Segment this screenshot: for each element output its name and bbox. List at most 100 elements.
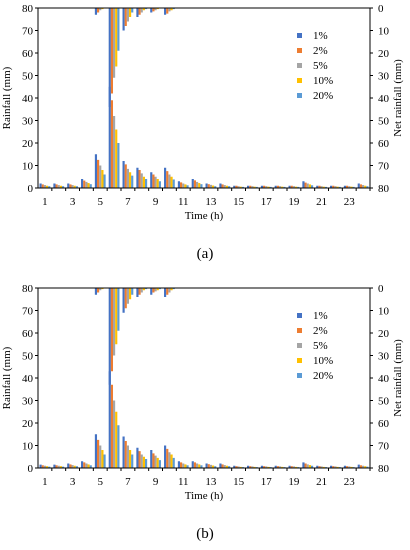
rainfall-bar <box>53 464 56 469</box>
rainfall-bar <box>124 441 127 468</box>
x-tick-label: 11 <box>178 476 189 488</box>
y-right-tick-label: 10 <box>378 306 390 318</box>
rainfall-bar <box>263 466 266 468</box>
rainfall-bar <box>214 466 217 468</box>
rainfall-bar <box>334 466 337 468</box>
net-rainfall-bar <box>144 8 148 10</box>
rainfall-bar <box>180 182 183 189</box>
rainfall-bar <box>85 463 88 468</box>
rainfall-bar <box>41 465 44 468</box>
net-rainfall-bar <box>124 288 127 309</box>
net-rainfall-bar <box>115 8 118 67</box>
rainfall-bar <box>150 172 153 188</box>
y-tick-label: 60 <box>22 328 34 340</box>
rainfall-bar <box>359 184 363 188</box>
rainfall-bar <box>343 185 347 188</box>
rainfall-bar <box>239 186 242 188</box>
rainfall-bar <box>260 185 264 188</box>
y-right-tick-label: 20 <box>378 328 390 340</box>
rainfall-bar <box>57 465 60 468</box>
rainfall-bar <box>364 185 367 188</box>
rainfall-bar <box>46 185 49 188</box>
net-rainfall-bar <box>142 288 145 291</box>
net-rainfall-bar <box>131 288 134 295</box>
net-rainfall-bar <box>117 8 120 51</box>
panel-label: (a) <box>197 246 214 262</box>
net-rainfall-bar <box>156 288 159 291</box>
y-right-tick-label: 20 <box>378 48 390 60</box>
rainfall-bar <box>61 466 65 468</box>
rainfall-bar <box>334 186 337 188</box>
rainfall-bar <box>225 185 228 188</box>
rainfall-bar <box>164 167 167 188</box>
rainfall-bar <box>152 453 155 469</box>
net-rainfall-bar <box>122 8 125 31</box>
rainfall-bar <box>288 465 291 468</box>
rainfall-bar <box>191 179 194 188</box>
rainfall-bar <box>253 186 256 188</box>
rainfall-bar <box>338 186 341 189</box>
rainfall-bar <box>156 457 159 469</box>
rainfall-bar <box>184 184 187 188</box>
rainfall-bar <box>308 184 311 188</box>
rainfall-bar <box>170 454 173 468</box>
rainfall-bar <box>83 180 86 188</box>
net-rainfall-bar <box>140 8 143 13</box>
x-tick-label: 5 <box>98 476 104 488</box>
rainfall-bar <box>103 454 106 468</box>
rainfall-bar <box>302 462 305 469</box>
net-rainfall-bar <box>122 288 125 313</box>
rainfall-bar <box>97 159 100 189</box>
rainfall-bar <box>212 465 215 468</box>
rainfall-bar <box>126 445 129 468</box>
net-rainfall-bar <box>99 8 102 11</box>
rainfall-bar <box>87 464 90 468</box>
rainfall-bar <box>81 461 84 468</box>
rainfall-bar <box>140 454 143 468</box>
rainfall-bar <box>221 184 224 188</box>
rainfall-bar <box>348 466 351 468</box>
rainfall-bar <box>55 184 58 188</box>
legend-label: 20% <box>313 370 333 382</box>
rainfall-bar <box>233 185 236 188</box>
net-rainfall-bar <box>170 8 173 11</box>
y-tick-label: 30 <box>22 396 34 408</box>
rainfall-bar <box>168 452 171 468</box>
rainfall-bar <box>348 186 351 188</box>
rainfall-bar <box>89 184 92 188</box>
rainfall-bar <box>297 186 300 189</box>
net-rainfall-bar <box>126 8 129 22</box>
rainfall-bar <box>205 463 208 468</box>
y-right-tick-label: 60 <box>378 138 390 150</box>
rainfall-bar <box>227 186 231 188</box>
rainfall-bar <box>87 183 90 188</box>
rainfall-bar <box>330 465 333 468</box>
rainfall-bar <box>253 466 256 469</box>
rainfall-bar <box>113 116 116 188</box>
y-tick-label: 30 <box>22 116 34 128</box>
rainfall-bar <box>366 186 369 188</box>
rainfall-bar <box>274 185 277 188</box>
net-rainfall-bar <box>164 288 167 297</box>
rainfall-bar <box>207 184 210 188</box>
rainfall-bar <box>184 464 187 468</box>
y-tick-label: 50 <box>22 351 34 363</box>
rainfall-bar <box>295 186 298 188</box>
net-rainfall-bar <box>136 288 139 297</box>
rainfall-bar <box>81 179 84 188</box>
rainfall-bar <box>136 167 139 188</box>
x-tick-label: 21 <box>316 476 327 488</box>
y-tick-label: 0 <box>28 463 34 475</box>
rainfall-bar <box>322 186 325 188</box>
x-tick-label: 9 <box>153 476 159 488</box>
rainfall-bar <box>39 464 42 469</box>
rainfall-bar <box>251 466 254 468</box>
rainfall-bar <box>310 185 314 188</box>
rainfall-bar <box>85 181 88 188</box>
x-tick-label: 1 <box>42 476 48 488</box>
net-rainfall-bar <box>168 288 171 293</box>
net-rainfall-bar <box>164 8 167 15</box>
